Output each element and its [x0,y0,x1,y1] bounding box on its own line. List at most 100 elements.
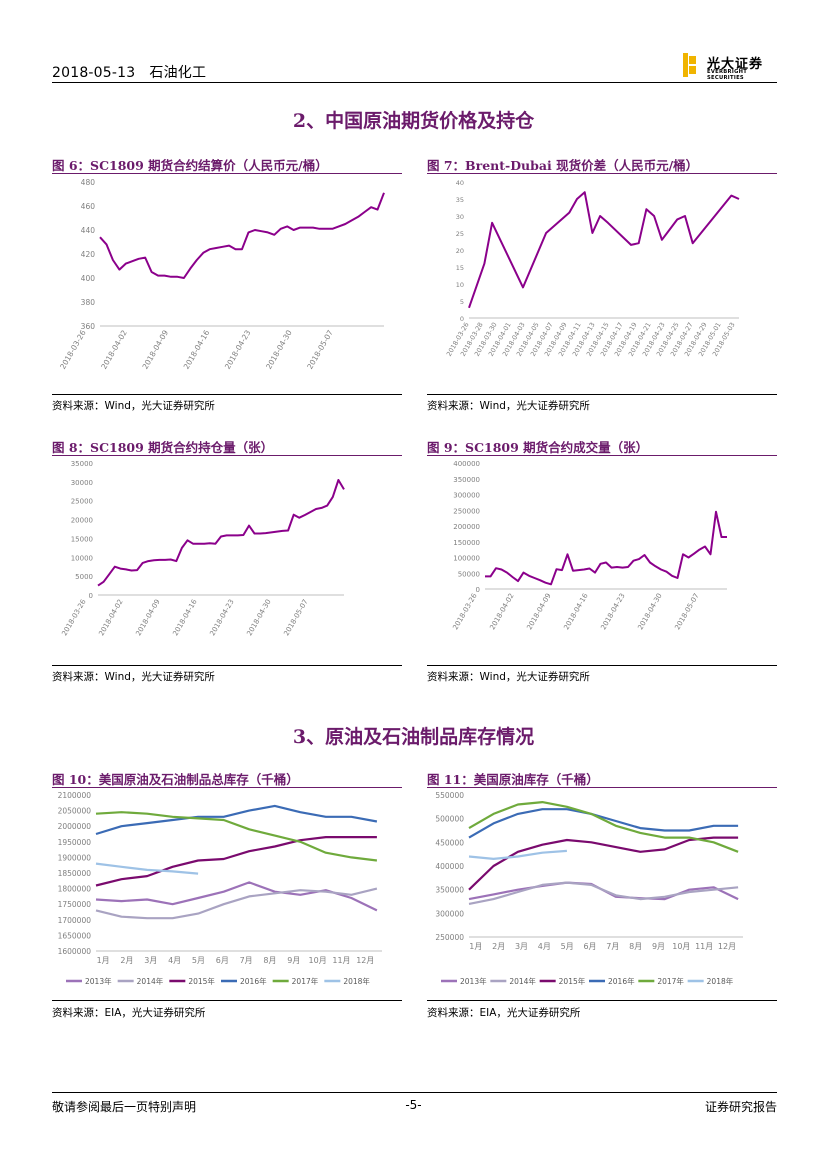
y-tick-label: 0 [460,315,464,323]
y-tick-label: 10000 [71,554,93,562]
x-tick-label: 2018-04-23 [599,592,626,631]
legend-label: 2016年 [240,976,267,986]
x-tick-label: 6月 [583,942,596,951]
y-tick-label: 460 [81,202,96,211]
figure-7-chart: 05101520253035402018-03-262018-03-282018… [445,179,740,358]
y-tick-label: 50000 [458,570,480,578]
x-tick-label: 2018-04-09 [525,592,552,631]
legend-label: 2014年 [137,976,164,986]
y-tick-label: 5000 [75,573,93,581]
x-tick-group: 2018-04-16 [182,328,212,370]
y-tick-label: 30 [456,213,464,221]
y-tick-label: 1650000 [58,931,92,940]
x-tick-label: 2018-03-26 [451,592,479,632]
x-tick-label: 2018-03-26 [60,598,88,638]
x-tick-group: 2018-04-23 [223,328,253,370]
y-tick-label: 550000 [435,791,464,800]
y-tick-label: 20 [456,247,464,255]
x-tick-group: 2018-04-02 [97,598,124,637]
y-tick-label: 480 [81,178,96,187]
x-tick-label: 2018-05-07 [305,328,335,370]
y-tick-label: 25000 [71,498,93,506]
y-tick-label: 2100000 [58,791,92,800]
y-tick-label: 0 [476,586,480,594]
figure-10-source-rule [52,1000,402,1001]
figure-8-rule [52,455,402,456]
x-tick-label: 12月 [718,942,736,951]
figure-6-rule [52,173,402,174]
x-tick-label: 8月 [263,956,276,965]
y-tick-label: 450000 [435,838,464,847]
x-tick-label: 2018-04-02 [488,592,515,631]
footer-report-type: 证券研究报告 [704,1100,777,1114]
section-title-inventory: 3、原油及石油制品库存情况 [292,726,535,748]
y-tick-label: 250000 [453,507,480,515]
x-tick-label: 2月 [120,956,133,965]
figure-11-chart: 250000 300000 350000 400000 450000 500000 5500… [435,791,743,986]
company-logo: 光大证券 EVERBRIGHT SECURITIES [683,53,783,81]
legend-label: 2016年 [608,976,635,986]
x-tick-label: 2018-04-30 [264,328,294,370]
y-tick-label: 150000 [453,539,480,547]
figure-7-source-rule [427,394,777,395]
legend-label: 2015年 [188,976,215,986]
x-tick-group: 2018-04-23 [208,598,235,637]
y-tick-label: 360 [81,322,96,331]
logo-text-en: EVERBRIGHT SECURITIES [707,69,748,81]
legend-label: 2018年 [707,976,734,986]
report-date: 2018-05-13 [52,65,136,81]
footer-divider [52,1092,777,1093]
x-tick-group: 2018-04-09 [525,592,552,631]
x-tick-label: 2018-04-09 [141,328,171,370]
header-divider [52,82,777,83]
report-industry: 石油化工 [149,65,207,81]
y-tick-label: 25 [456,230,464,238]
series-line [95,811,378,862]
x-tick-group: 2018-05-07 [673,592,700,631]
y-tick-label: 15000 [71,535,93,543]
series-line [95,862,199,875]
x-tick-label: 2018-04-16 [171,598,199,638]
x-tick-label: 12月 [356,956,374,965]
x-tick-label: 1月 [469,942,482,951]
y-tick-label: 2050000 [58,807,92,816]
y-tick-label: 420 [81,250,96,259]
x-tick-label: 11月 [695,942,713,951]
x-tick-group: 2018-04-16 [171,598,199,638]
figure-9-rule [427,455,777,456]
figure-6-source-rule [52,394,402,395]
x-tick-label: 2018-04-30 [636,592,663,631]
series-line [468,849,567,861]
x-tick-label: 10月 [672,942,690,951]
y-tick-label: 30000 [71,479,93,487]
page-number: -5- [405,1098,422,1112]
x-tick-label: 2018-04-16 [562,592,590,632]
x-tick-label: 4月 [538,942,551,951]
figure-11-title: 图 11：美国原油库存（千桶） [427,772,599,787]
y-tick-label: 350000 [435,886,464,895]
series-line [468,836,739,891]
y-tick-label: 1900000 [58,853,92,862]
y-tick-label: 35 [456,196,464,204]
x-tick-label: 5月 [192,956,205,965]
x-tick-label: 2018-04-02 [99,328,129,370]
x-tick-label: 2018-04-16 [182,328,212,370]
legend-label: 2018年 [343,976,370,986]
figure-7-rule [427,173,777,174]
x-tick-group: 2018-04-30 [636,592,663,631]
y-tick-label: 15 [456,264,464,272]
y-tick-label: 500000 [435,815,464,824]
series-line [97,479,345,587]
y-tick-label: 0 [89,592,93,600]
y-tick-label: 1600000 [58,947,92,956]
figure-11-source: 资料来源：EIA，光大证券研究所 [427,1007,581,1019]
x-tick-group: 2018-03-26 [451,592,479,632]
x-tick-label: 9月 [652,942,665,951]
series-line [468,881,739,905]
y-tick-label: 1850000 [58,869,92,878]
x-tick-group: 2018-05-07 [305,328,335,370]
figure-10-source: 资料来源：EIA，光大证券研究所 [52,1007,206,1019]
y-tick-label: 440 [81,226,96,235]
y-tick-label: 250000 [435,933,464,942]
series-line [468,191,740,309]
